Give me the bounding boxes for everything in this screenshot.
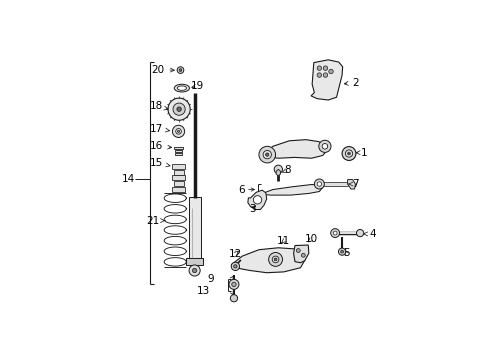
Text: 1: 1 <box>356 148 366 158</box>
Circle shape <box>323 73 327 77</box>
Circle shape <box>274 258 276 261</box>
Circle shape <box>175 129 181 134</box>
Polygon shape <box>231 248 305 273</box>
Text: 8: 8 <box>282 165 291 175</box>
Circle shape <box>338 248 345 255</box>
Text: 2: 2 <box>344 77 358 87</box>
Polygon shape <box>174 147 183 149</box>
Text: 14: 14 <box>121 174 135 184</box>
Text: 21: 21 <box>146 216 165 226</box>
Circle shape <box>340 250 343 253</box>
Polygon shape <box>174 150 182 152</box>
Polygon shape <box>175 153 182 155</box>
Polygon shape <box>185 258 203 265</box>
Circle shape <box>228 279 239 289</box>
Text: 19: 19 <box>190 81 203 91</box>
Circle shape <box>177 67 183 73</box>
Text: 9: 9 <box>207 274 214 284</box>
Circle shape <box>317 73 321 77</box>
Circle shape <box>231 282 236 287</box>
Circle shape <box>179 69 182 72</box>
Circle shape <box>317 66 321 70</box>
Text: 7: 7 <box>348 179 358 189</box>
Polygon shape <box>310 60 342 100</box>
Polygon shape <box>173 170 183 175</box>
Circle shape <box>177 130 179 132</box>
Circle shape <box>172 125 184 138</box>
Polygon shape <box>276 169 280 176</box>
Text: 13: 13 <box>197 286 210 296</box>
Circle shape <box>263 150 271 159</box>
Text: 3: 3 <box>248 204 255 214</box>
Polygon shape <box>173 181 183 186</box>
Circle shape <box>347 152 350 155</box>
Polygon shape <box>347 180 355 189</box>
Circle shape <box>342 147 355 161</box>
Circle shape <box>330 229 339 238</box>
Text: 11: 11 <box>276 237 289 246</box>
Circle shape <box>328 69 332 74</box>
Circle shape <box>268 252 282 266</box>
Circle shape <box>274 165 282 174</box>
Circle shape <box>230 294 237 302</box>
Circle shape <box>317 182 321 186</box>
Circle shape <box>322 144 327 149</box>
Text: 4: 4 <box>363 229 376 239</box>
Circle shape <box>192 268 197 273</box>
Circle shape <box>168 98 190 120</box>
Text: 12: 12 <box>228 249 242 259</box>
Circle shape <box>231 262 239 270</box>
Circle shape <box>296 249 300 252</box>
Text: 17: 17 <box>150 123 169 134</box>
Polygon shape <box>293 245 308 263</box>
Circle shape <box>233 265 237 268</box>
Circle shape <box>253 195 261 204</box>
Text: 6: 6 <box>238 185 244 194</box>
Circle shape <box>314 179 324 189</box>
Circle shape <box>318 140 330 152</box>
Text: 15: 15 <box>150 158 170 168</box>
Text: 10: 10 <box>304 234 317 244</box>
Polygon shape <box>172 175 184 180</box>
Ellipse shape <box>177 86 186 90</box>
Text: 5: 5 <box>342 248 349 258</box>
Polygon shape <box>172 187 184 192</box>
Circle shape <box>259 146 275 163</box>
Text: 18: 18 <box>150 102 168 111</box>
Polygon shape <box>247 190 266 210</box>
Circle shape <box>345 150 352 157</box>
Circle shape <box>173 103 185 115</box>
Circle shape <box>356 229 363 237</box>
Circle shape <box>332 231 336 235</box>
Polygon shape <box>260 185 322 195</box>
Circle shape <box>301 253 305 257</box>
Circle shape <box>272 256 278 263</box>
Polygon shape <box>172 164 184 169</box>
Polygon shape <box>188 197 200 258</box>
Circle shape <box>265 153 268 156</box>
Text: 20: 20 <box>151 64 174 75</box>
Circle shape <box>323 66 327 70</box>
Polygon shape <box>264 140 327 158</box>
Circle shape <box>177 107 181 111</box>
Circle shape <box>189 265 200 276</box>
Text: 16: 16 <box>150 141 171 151</box>
Ellipse shape <box>174 84 189 92</box>
